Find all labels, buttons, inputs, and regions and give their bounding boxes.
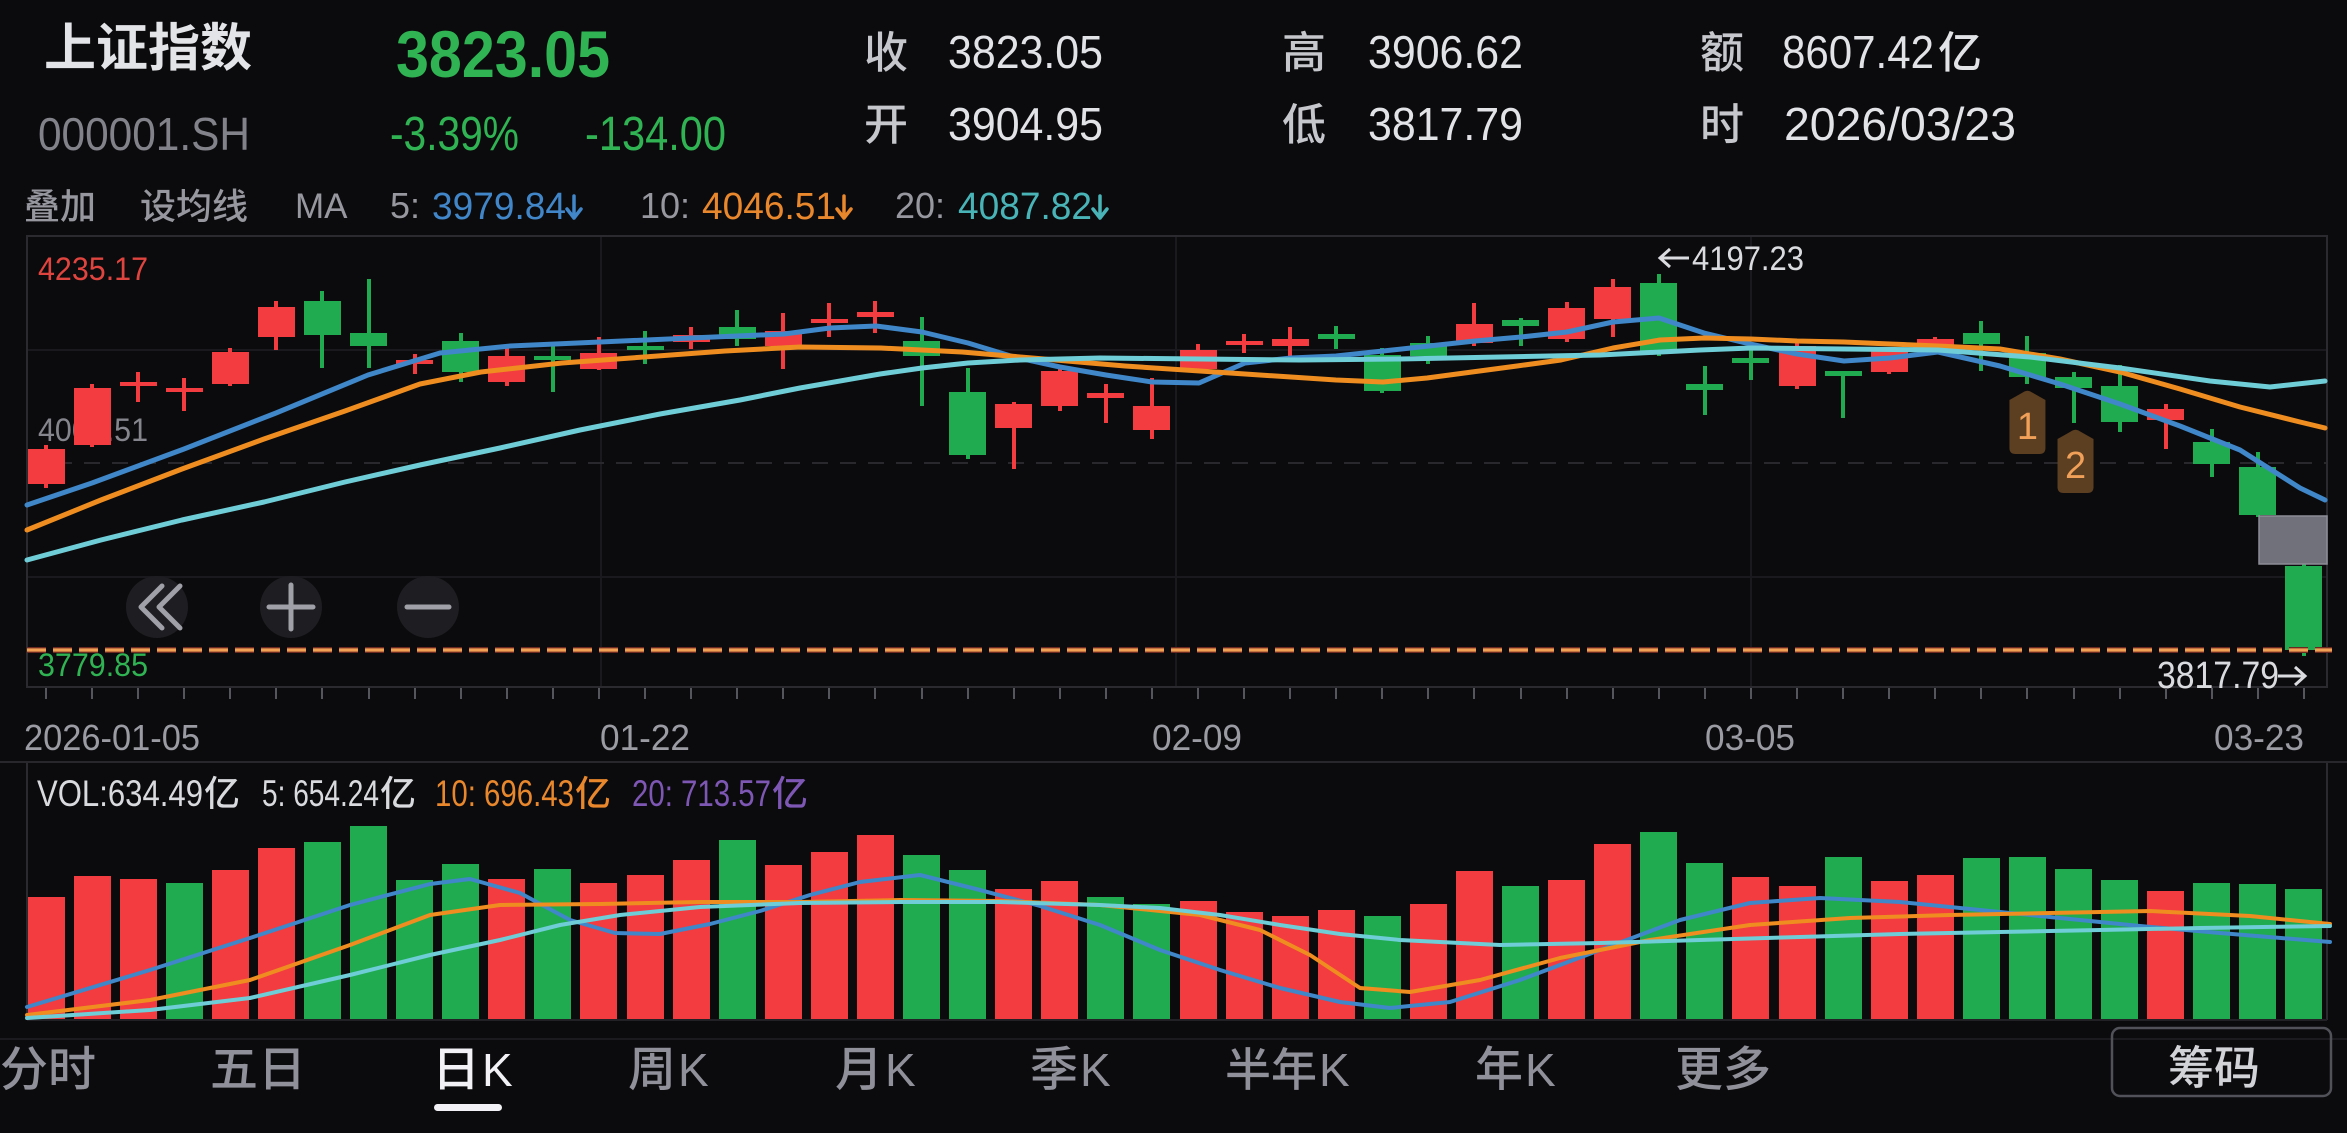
- svg-text:000001.SH: 000001.SH: [38, 108, 250, 160]
- svg-text:4235.17: 4235.17: [38, 251, 148, 287]
- svg-text:VOL:634.49: VOL:634.49: [37, 773, 203, 814]
- svg-text:4046.51: 4046.51: [702, 186, 836, 228]
- svg-text:3906.62: 3906.62: [1368, 26, 1523, 78]
- svg-text:20:: 20:: [895, 185, 945, 226]
- svg-text:3817.79: 3817.79: [2157, 655, 2279, 697]
- svg-text:K: K: [678, 1044, 709, 1096]
- svg-text:-134.00: -134.00: [585, 108, 726, 161]
- svg-text:MA: MA: [295, 187, 348, 226]
- svg-text:K: K: [885, 1044, 916, 1096]
- svg-text:-3.39%: -3.39%: [390, 108, 519, 161]
- svg-text:3823.05: 3823.05: [948, 26, 1103, 78]
- svg-text:03-23: 03-23: [2214, 717, 2304, 758]
- svg-text:8607.42: 8607.42: [1782, 26, 1934, 78]
- svg-text:K: K: [1525, 1044, 1556, 1096]
- svg-text:2026-01-05: 2026-01-05: [24, 717, 200, 758]
- svg-text:5: 654.24: 5: 654.24: [262, 773, 379, 814]
- svg-text:10: 696.43: 10: 696.43: [435, 773, 574, 814]
- svg-text:3779.85: 3779.85: [38, 647, 148, 683]
- svg-text:5:: 5:: [390, 185, 420, 226]
- svg-text:3904.95: 3904.95: [948, 98, 1103, 150]
- svg-text:3823.05: 3823.05: [396, 17, 610, 91]
- svg-text:03-05: 03-05: [1705, 717, 1795, 758]
- svg-text:2: 2: [2065, 445, 2086, 487]
- svg-text:3817.79: 3817.79: [1368, 98, 1523, 150]
- svg-text:20: 713.57: 20: 713.57: [632, 773, 771, 814]
- svg-text:02-09: 02-09: [1152, 717, 1242, 758]
- svg-text:K: K: [1080, 1044, 1111, 1096]
- svg-text:2026/03/23: 2026/03/23: [1784, 98, 2016, 150]
- svg-text:3979.84: 3979.84: [432, 186, 566, 228]
- svg-text:4087.82: 4087.82: [958, 186, 1092, 228]
- svg-text:4197.23: 4197.23: [1692, 240, 1804, 278]
- svg-text:10:: 10:: [640, 185, 690, 226]
- svg-text:K: K: [482, 1044, 513, 1096]
- svg-text:01-22: 01-22: [600, 717, 690, 758]
- svg-text:K: K: [1319, 1044, 1350, 1096]
- svg-text:1: 1: [2017, 406, 2038, 448]
